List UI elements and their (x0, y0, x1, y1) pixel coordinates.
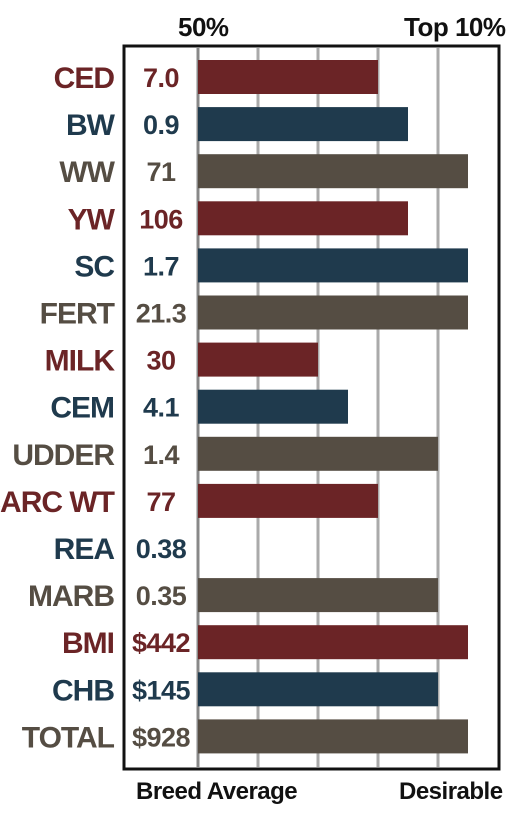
trait-label: UDDER (12, 439, 115, 472)
trait-label: WW (59, 156, 115, 189)
value-label: 0.38 (136, 534, 187, 564)
bar-ww (198, 154, 468, 189)
trait-label: TOTAL (22, 721, 115, 754)
trait-label: BW (66, 109, 116, 142)
bar-marb (198, 578, 438, 613)
trait-label: MARB (28, 580, 114, 613)
value-labels: 7.0 0.9 71 106 1.7 21.3 30 4.1 1.4 77 0.38 0.35 $442… (132, 63, 191, 752)
trait-label: YW (68, 203, 116, 236)
trait-label: REA (54, 533, 115, 566)
trait-label: FERT (40, 298, 115, 331)
trait-label: SC (74, 250, 114, 283)
trait-labels: CED BW WW YW SC FERT MILK CEM UDDER CARC WT REA MAR… (0, 62, 117, 754)
trait-label: BMI (62, 627, 114, 660)
value-label: 21.3 (136, 299, 187, 329)
bar-bw (198, 107, 408, 142)
top-label-50-percent: 50% (178, 12, 229, 42)
value-label: 0.35 (136, 581, 187, 611)
value-label: 4.1 (143, 393, 180, 423)
bar-fert (198, 295, 468, 330)
trait-label: CED (54, 62, 115, 95)
bar-chb (198, 672, 438, 707)
trait-label: CARC WT (0, 486, 115, 519)
trait-label: CEM (50, 392, 114, 425)
value-label: 30 (146, 346, 175, 376)
bars (198, 60, 468, 754)
value-label: 77 (146, 487, 175, 517)
value-label: 71 (146, 157, 176, 187)
value-label: 1.7 (143, 251, 179, 281)
top-label-top-10-percent: Top 10% (404, 12, 506, 42)
value-label: 1.4 (143, 440, 180, 470)
bar-cem (198, 389, 348, 424)
value-label: 106 (139, 204, 183, 234)
trait-label: MILK (45, 345, 116, 378)
value-label: $928 (132, 722, 191, 752)
value-label: 7.0 (143, 63, 179, 93)
bar-milk (198, 342, 318, 377)
bar-sc (198, 248, 468, 283)
chart-frame (122, 44, 501, 771)
value-label: 0.9 (143, 110, 180, 140)
bar-udder (198, 436, 438, 471)
bottom-label-breed-average: Breed Average (136, 778, 298, 805)
bar-yw (198, 201, 408, 236)
bar-total (198, 719, 468, 754)
bar-bmi (198, 625, 468, 660)
trait-label: CHB (52, 674, 114, 707)
bottom-label-desirable: Desirable (399, 778, 503, 805)
bar-carc-wt (198, 483, 378, 518)
value-label: $442 (132, 628, 190, 658)
value-label: $145 (132, 675, 191, 705)
bar-ced (198, 60, 378, 94)
